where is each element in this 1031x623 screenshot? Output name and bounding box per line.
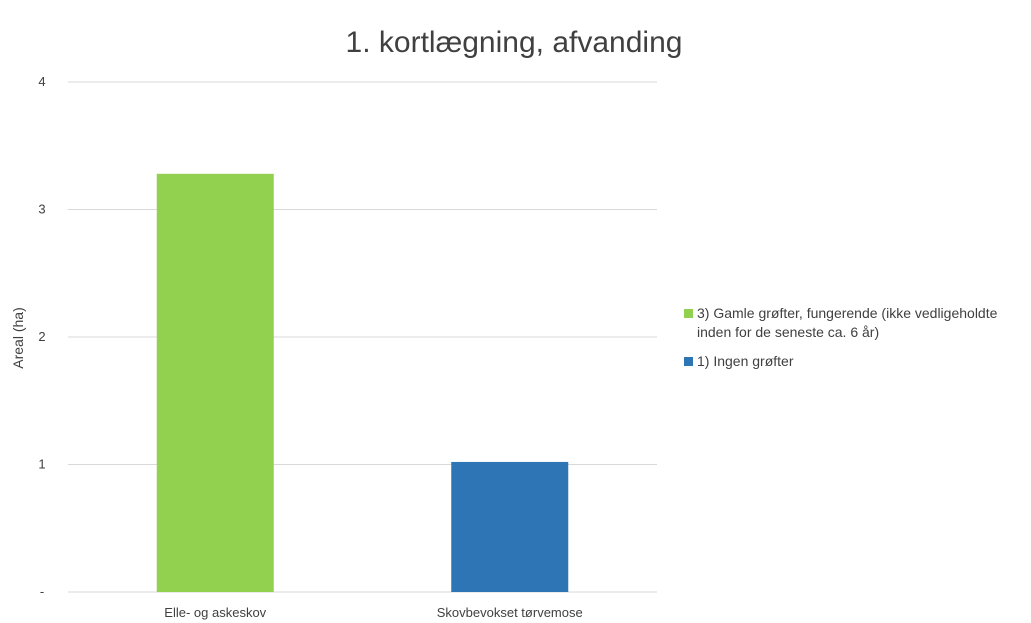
y-axis-label: Areal (ha) bbox=[10, 307, 26, 368]
x-axis-ticks: Elle- og askeskov Skovbevokset tørvemose bbox=[164, 605, 582, 620]
gridlines bbox=[68, 81, 657, 593]
legend: 3) Gamle grøfter, fungerende (ikke vedli… bbox=[684, 304, 1029, 381]
y-tick-label: 2 bbox=[38, 329, 45, 344]
legend-item-series-2: 1) Ingen grøfter bbox=[684, 352, 1029, 371]
bars bbox=[156, 173, 569, 593]
legend-label-series-1: 3) Gamle grøfter, fungerende (ikke vedli… bbox=[697, 305, 998, 340]
y-tick-label: 4 bbox=[38, 74, 45, 89]
x-tick-label: Skovbevokset tørvemose bbox=[437, 605, 583, 620]
chart-title: 1. kortlægning, afvanding bbox=[346, 26, 683, 59]
legend-swatch-series-1 bbox=[684, 309, 693, 318]
bar bbox=[156, 173, 274, 593]
x-tick-label: Elle- og askeskov bbox=[164, 605, 266, 620]
legend-swatch-series-2 bbox=[684, 357, 693, 366]
y-tick-label: - bbox=[40, 584, 44, 599]
legend-label-series-2: 1) Ingen grøfter bbox=[697, 353, 794, 369]
y-tick-label: 3 bbox=[38, 202, 45, 217]
y-tick-label: 1 bbox=[38, 457, 45, 472]
y-axis-ticks: - 1 2 3 4 bbox=[38, 74, 45, 599]
bar bbox=[451, 461, 569, 592]
legend-item-series-1: 3) Gamle grøfter, fungerende (ikke vedli… bbox=[684, 304, 1029, 342]
